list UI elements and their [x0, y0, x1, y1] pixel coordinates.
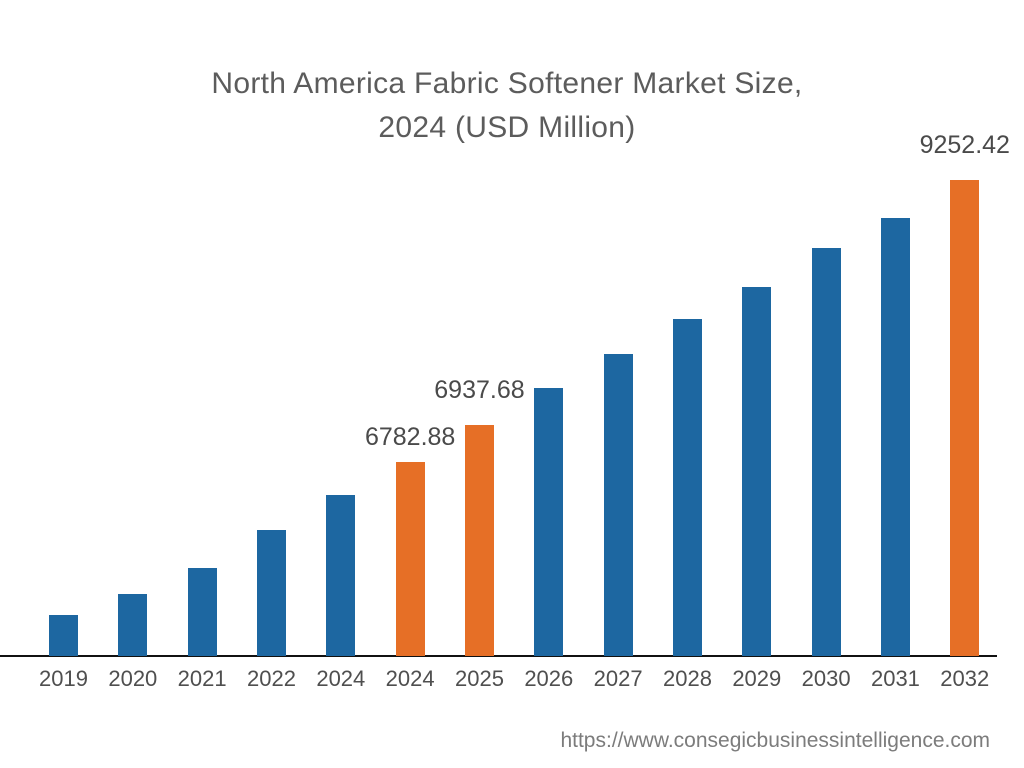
chart-title: North America Fabric Softener Market Siz…	[0, 62, 1014, 150]
bar-5-2024	[395, 462, 425, 656]
x-tick-label-1-2020: 2020	[108, 666, 158, 691]
bar-6-2025	[464, 425, 494, 656]
chart-title-line1: North America Fabric Softener Market Siz…	[211, 67, 803, 100]
x-tick-label-3-2022: 2022	[247, 666, 296, 691]
x-tick-label-9-2028: 2028	[662, 666, 712, 691]
bar-4-2024	[326, 495, 356, 656]
bar-13-2032	[950, 180, 980, 656]
bar-2-2021	[187, 568, 217, 656]
footer-url-link[interactable]: https://www.consegicbusinessintelligence…	[560, 729, 990, 752]
x-tick-label-13-2032: 2032	[940, 666, 990, 691]
x-axis-line	[0, 655, 997, 657]
bar-10-2029	[742, 287, 772, 656]
x-tick-label-2-2021: 2021	[177, 666, 227, 691]
bar-7-2026	[534, 388, 564, 656]
x-tick-label-12-2031: 2031	[870, 666, 920, 691]
x-tick-label-10-2029: 2029	[732, 666, 782, 691]
bar-12-2031	[880, 218, 910, 656]
bar-0-2019	[49, 615, 78, 656]
bar-1-2020	[118, 594, 148, 656]
x-tick-label-6-2025: 2025	[454, 666, 504, 691]
chart-title-line2: 2024 (USD Million)	[378, 111, 636, 144]
data-label-6: 6937.68	[434, 376, 525, 404]
bar-8-2027	[603, 354, 633, 656]
x-tick-label-8-2027: 2027	[593, 666, 643, 691]
data-label-5: 6782.88	[364, 423, 456, 451]
bar-11-2030	[811, 248, 841, 656]
footer: https://www.consegicbusinessintelligence…	[560, 729, 990, 753]
x-tick-label-4-2024: 2024	[316, 666, 366, 691]
x-tick-label-0-2019: 2019	[39, 666, 88, 691]
x-tick-label-7-2026: 2026	[524, 666, 574, 691]
x-tick-label-5-2024: 2024	[385, 666, 435, 691]
x-tick-label-11-2030: 2030	[801, 666, 851, 691]
data-label-13: 9252.42	[919, 131, 1010, 159]
bar-9-2028	[672, 319, 702, 656]
bar-3-2022	[256, 530, 286, 656]
